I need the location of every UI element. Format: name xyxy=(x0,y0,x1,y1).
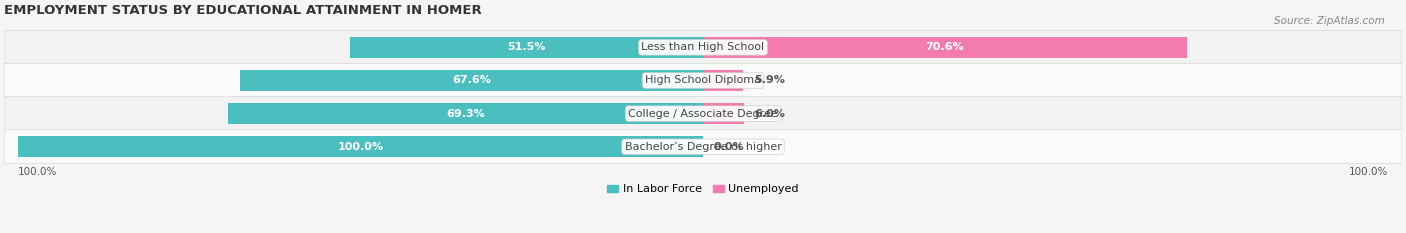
Text: High School Diploma: High School Diploma xyxy=(645,75,761,86)
Text: EMPLOYMENT STATUS BY EDUCATIONAL ATTAINMENT IN HOMER: EMPLOYMENT STATUS BY EDUCATIONAL ATTAINM… xyxy=(4,4,482,17)
Bar xyxy=(703,70,744,91)
Bar xyxy=(703,103,744,124)
Legend: In Labor Force, Unemployed: In Labor Force, Unemployed xyxy=(603,180,803,199)
Bar xyxy=(228,103,703,124)
Text: 5.9%: 5.9% xyxy=(754,75,785,86)
Bar xyxy=(240,70,703,91)
Text: College / Associate Degree: College / Associate Degree xyxy=(628,109,778,119)
Text: 69.3%: 69.3% xyxy=(446,109,485,119)
Bar xyxy=(350,37,703,58)
Text: Source: ZipAtlas.com: Source: ZipAtlas.com xyxy=(1274,16,1385,26)
Text: 6.0%: 6.0% xyxy=(755,109,786,119)
FancyBboxPatch shape xyxy=(4,64,1402,97)
Text: 70.6%: 70.6% xyxy=(925,42,965,52)
Bar xyxy=(703,37,1187,58)
Text: 0.0%: 0.0% xyxy=(713,142,744,152)
Text: 100.0%: 100.0% xyxy=(18,167,58,177)
FancyBboxPatch shape xyxy=(4,97,1402,130)
Bar xyxy=(18,137,703,157)
Text: 51.5%: 51.5% xyxy=(508,42,546,52)
FancyBboxPatch shape xyxy=(4,130,1402,164)
Text: 67.6%: 67.6% xyxy=(451,75,491,86)
FancyBboxPatch shape xyxy=(4,31,1402,64)
Text: Bachelor’s Degree or higher: Bachelor’s Degree or higher xyxy=(624,142,782,152)
Text: 100.0%: 100.0% xyxy=(1348,167,1388,177)
Text: Less than High School: Less than High School xyxy=(641,42,765,52)
Text: 100.0%: 100.0% xyxy=(337,142,384,152)
